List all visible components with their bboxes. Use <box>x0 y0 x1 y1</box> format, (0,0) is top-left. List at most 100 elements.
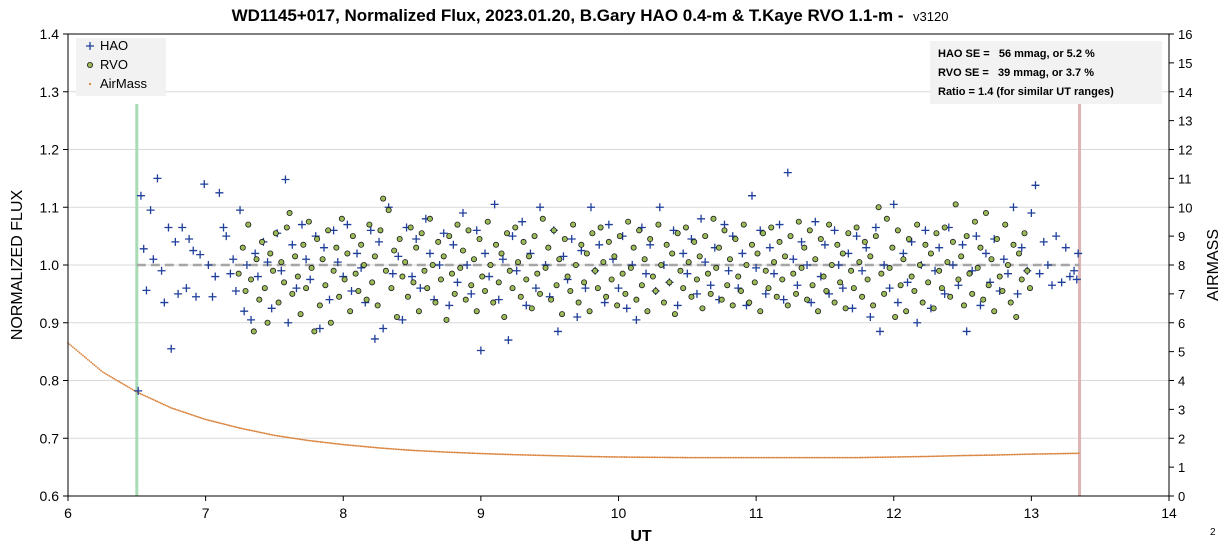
airmass-point <box>75 348 78 351</box>
airmass-point <box>182 411 185 413</box>
hao-point <box>913 318 922 327</box>
airmass-point <box>952 454 955 457</box>
rvo-point <box>479 273 486 280</box>
rvo-point <box>795 218 802 225</box>
rvo-point <box>341 276 348 283</box>
rvo-point <box>382 267 389 274</box>
airmass-point <box>159 402 162 404</box>
airmass-point <box>1013 453 1016 456</box>
hao-point <box>752 263 761 272</box>
airmass-point <box>1006 453 1009 456</box>
hao-point <box>453 278 462 287</box>
airmass-point <box>476 452 479 455</box>
airmass-point <box>843 456 846 459</box>
y2-tick-label: 1 <box>1178 460 1185 475</box>
airmass-point <box>328 442 330 444</box>
y-axis-title: NORMALIZED FLUX <box>9 190 26 341</box>
airmass-point <box>1048 452 1050 455</box>
airmass-point <box>1033 453 1036 455</box>
rvo-point <box>704 270 711 277</box>
rvo-point <box>369 279 376 286</box>
airmass-point <box>953 454 956 457</box>
airmass-point <box>494 453 497 455</box>
legend-item-rvo: RVO <box>87 57 128 72</box>
airmass-point <box>932 455 935 458</box>
airmass-point <box>615 456 618 458</box>
airmass-point <box>237 426 240 429</box>
rvo-point <box>292 253 299 260</box>
airmass-point <box>572 455 575 458</box>
airmass-point <box>473 452 476 455</box>
airmass-point <box>247 428 249 431</box>
airmass-point <box>197 416 200 418</box>
airmass-point <box>570 455 573 458</box>
airmass-point <box>645 456 647 459</box>
airmass-point <box>671 456 674 459</box>
rvo-point <box>718 296 725 303</box>
rvo-point <box>526 253 533 260</box>
rvo-point <box>1021 230 1028 237</box>
airmass-point <box>740 456 743 459</box>
rvo-point <box>875 204 882 211</box>
hao-point <box>222 232 231 241</box>
airmass-point <box>509 453 512 456</box>
airmass-point <box>1069 452 1072 455</box>
airmass-point <box>128 386 131 389</box>
legend-marker-rvo <box>87 62 94 69</box>
rvo-point <box>515 259 522 266</box>
airmass-point <box>80 353 83 355</box>
rvo-point <box>239 244 246 251</box>
airmass-point <box>311 440 314 442</box>
hao-point <box>196 250 205 259</box>
rvo-point <box>592 267 599 274</box>
airmass-point <box>524 454 527 456</box>
airmass-point <box>735 456 738 459</box>
hao-point <box>178 223 187 232</box>
airmass-point <box>567 455 570 457</box>
airmass-point <box>846 456 849 459</box>
rvo-point <box>669 250 676 257</box>
hao-point <box>319 243 328 252</box>
airmass-point <box>859 456 862 459</box>
airmass-point <box>711 456 713 459</box>
rvo-point <box>680 285 687 292</box>
x-tick-label: 9 <box>477 505 485 521</box>
airmass-point <box>727 456 730 459</box>
airmass-point <box>977 454 979 457</box>
rvo-point <box>501 313 508 320</box>
rvo-point <box>443 316 450 323</box>
airmass-point <box>420 449 423 452</box>
airmass-point <box>110 375 112 378</box>
airmass-point <box>744 456 747 459</box>
airmass-point <box>1034 453 1037 455</box>
airmass-point <box>995 454 998 456</box>
hao-point <box>325 295 334 304</box>
airmass-point <box>640 456 642 459</box>
chart-title: WD1145+017, Normalized Flux, 2023.01.20,… <box>232 6 949 25</box>
rvo-point <box>779 276 786 283</box>
rvo-point <box>886 264 893 271</box>
airmass-point <box>1024 453 1027 456</box>
airmass-point <box>199 416 202 419</box>
airmass-point <box>681 456 684 459</box>
airmass-point <box>483 452 486 455</box>
airmass-point <box>618 456 621 458</box>
airmass-point <box>166 405 168 407</box>
airmass-point <box>924 455 927 458</box>
airmass-point <box>425 450 428 452</box>
airmass-point <box>242 427 244 430</box>
airmass-point <box>200 417 203 420</box>
hao-point <box>302 255 311 264</box>
airmass-point <box>299 438 302 441</box>
airmass-point <box>559 454 562 457</box>
airmass-point <box>395 448 398 451</box>
airmass-point <box>549 454 552 457</box>
rvo-point <box>363 296 370 303</box>
airmass-point <box>86 358 89 361</box>
hao-point <box>267 304 276 313</box>
airmass-point <box>659 456 662 459</box>
airmass-point <box>105 373 107 375</box>
rvo-point <box>713 264 720 271</box>
rvo-point <box>726 256 733 263</box>
airmass-point <box>415 449 418 452</box>
